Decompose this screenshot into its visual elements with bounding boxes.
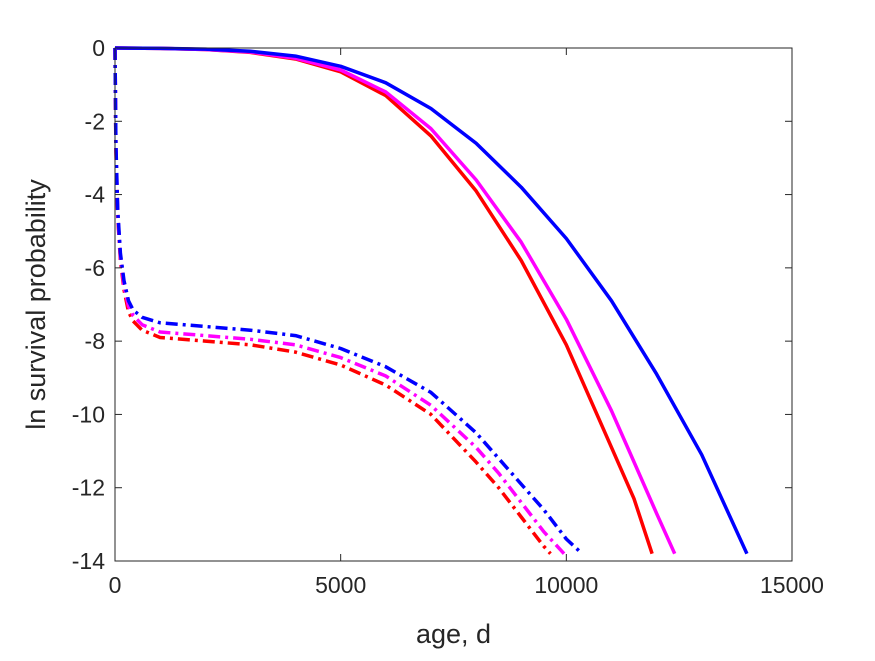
plot-area: [113, 46, 793, 562]
x-tick-label: 15000: [760, 572, 824, 598]
x-axis-label: age, d: [416, 619, 491, 649]
y-tick-label: -6: [85, 255, 105, 281]
plot-background: [115, 48, 792, 561]
y-axis-label: ln survival probability: [21, 179, 51, 430]
x-axis-ticks: 0 5000 10000 15000: [109, 48, 824, 598]
y-axis-ticks: 0 -2 -4 -6 -8 -10 -12 -14: [72, 35, 792, 574]
x-tick-label: 5000: [315, 572, 366, 598]
series-line-6: [113, 47, 584, 555]
axes-frame: [114, 47, 793, 562]
y-tick-label: -10: [72, 401, 105, 427]
y-tick-label: 0: [92, 35, 105, 61]
y-tick-label: -8: [85, 328, 105, 354]
series-line-5: [113, 47, 566, 555]
y-tick-label: -12: [72, 475, 105, 501]
x-tick-label: 0: [109, 572, 122, 598]
y-tick-label: -14: [72, 548, 105, 574]
series-group: [113, 46, 749, 555]
y-tick-label: -2: [85, 108, 105, 134]
series-line-3: [114, 46, 749, 555]
y-tick-label: -4: [85, 182, 106, 208]
x-tick-label: 10000: [534, 572, 598, 598]
